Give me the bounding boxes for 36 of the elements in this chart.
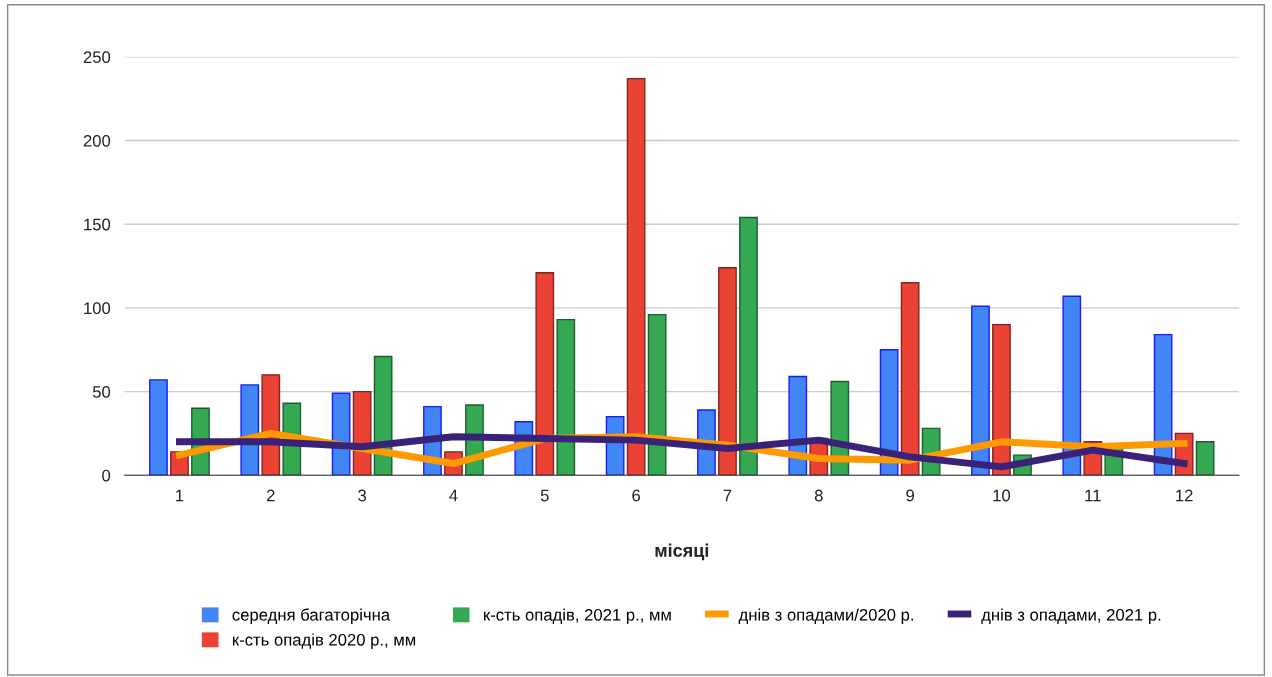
bar xyxy=(535,272,555,476)
legend-label: днів з опадами/2020 р. xyxy=(738,608,913,625)
y-tick-label: 50 xyxy=(92,385,111,398)
bar xyxy=(647,313,667,476)
x-tick-label: 6 xyxy=(632,489,641,502)
bar xyxy=(992,323,1011,476)
x-axis-title: місяці xyxy=(655,543,709,561)
x-tick-label: 3 xyxy=(358,489,367,502)
y-tick-label: 200 xyxy=(83,134,111,147)
x-tick-label: 10 xyxy=(993,489,1011,502)
x-tick-label: 2 xyxy=(266,489,275,502)
y-tick-label: 100 xyxy=(84,302,111,315)
bar xyxy=(149,379,168,476)
legend-label: середня багаторічна xyxy=(232,608,391,625)
bar xyxy=(1195,441,1215,476)
bar xyxy=(971,305,990,476)
x-tick-label: 5 xyxy=(540,489,549,502)
bar xyxy=(626,77,646,476)
bar xyxy=(718,267,737,476)
legend-label: к-сть опадів, 2021 р., мм xyxy=(484,608,671,625)
x-tick-label: 8 xyxy=(814,489,823,502)
x-tick-label: 4 xyxy=(449,489,458,502)
bar xyxy=(900,282,920,476)
y-tick-label: 150 xyxy=(84,218,111,231)
x-tick-label: 11 xyxy=(1085,489,1101,502)
y-tick-label: 250 xyxy=(83,51,111,64)
bar xyxy=(1062,295,1082,476)
x-tick-label: 1 xyxy=(176,489,184,502)
x-tick-label: 9 xyxy=(906,489,914,502)
bar xyxy=(556,318,576,476)
x-tick-label: 7 xyxy=(723,489,732,502)
x-tick-label: 12 xyxy=(1176,489,1193,502)
bar xyxy=(739,216,758,476)
legend-label: днів з опадами, 2021 р. xyxy=(981,608,1161,625)
y-tick-label: 0 xyxy=(102,469,111,482)
legend-label: к-сть опадів 2020 р., мм xyxy=(232,633,416,649)
